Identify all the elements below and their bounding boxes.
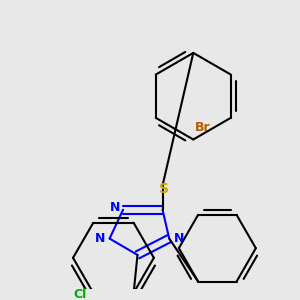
Text: N: N: [95, 232, 105, 245]
Text: Cl: Cl: [73, 288, 86, 300]
Text: S: S: [159, 182, 170, 196]
Text: N: N: [110, 201, 121, 214]
Text: Br: Br: [195, 122, 211, 134]
Text: N: N: [174, 232, 184, 245]
